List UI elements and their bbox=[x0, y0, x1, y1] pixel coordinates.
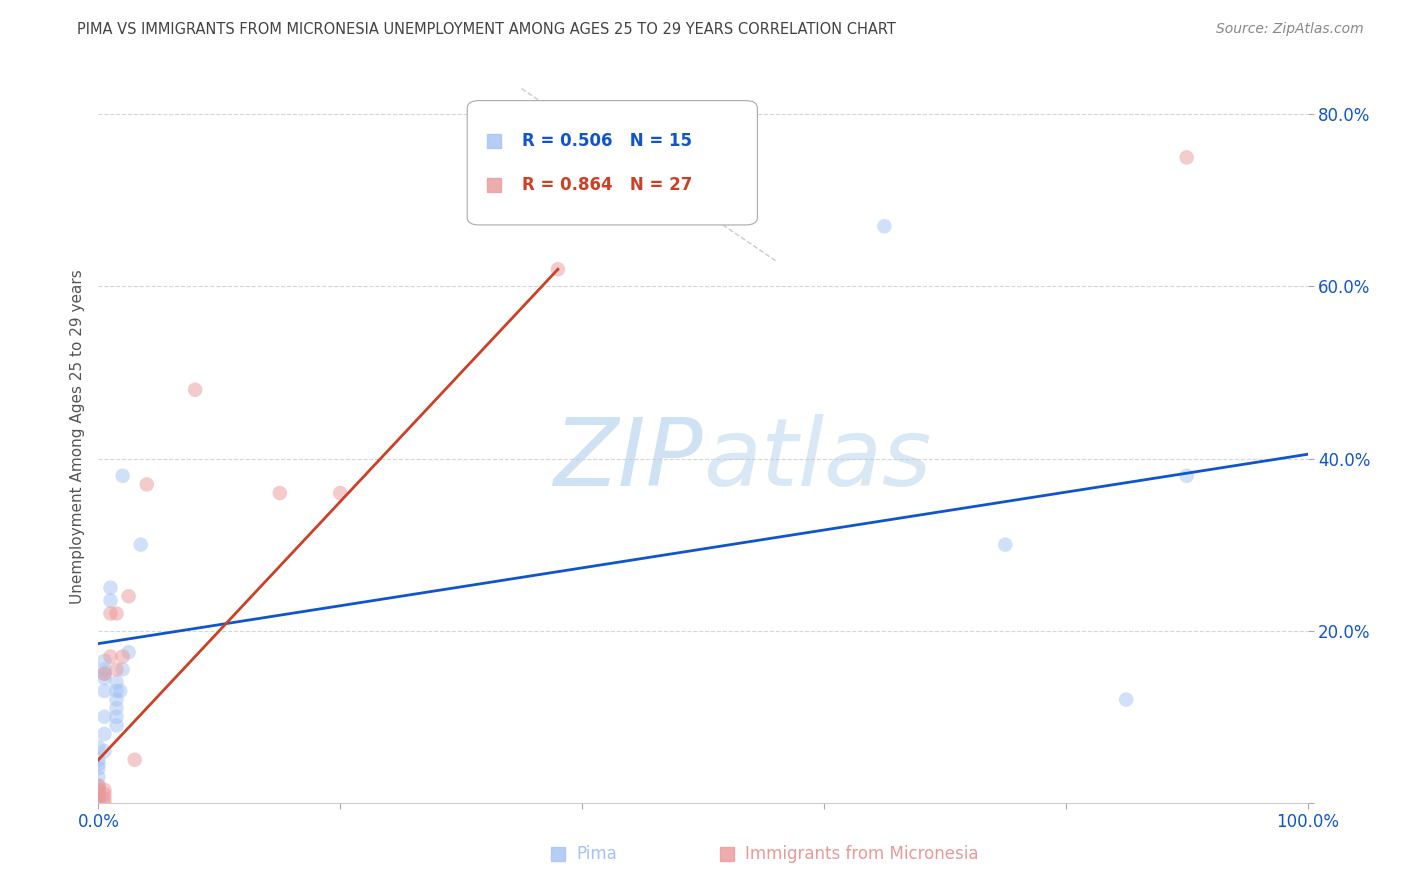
Point bbox=[547, 262, 569, 277]
Text: Pima: Pima bbox=[576, 845, 617, 863]
Point bbox=[93, 662, 115, 676]
Point bbox=[93, 671, 115, 685]
Point bbox=[108, 684, 131, 698]
Point bbox=[93, 710, 115, 724]
Point bbox=[329, 486, 352, 500]
Point bbox=[105, 692, 128, 706]
Text: R = 0.864   N = 27: R = 0.864 N = 27 bbox=[522, 176, 692, 194]
Point bbox=[93, 666, 115, 681]
Point bbox=[118, 589, 141, 603]
Point bbox=[184, 383, 207, 397]
Point bbox=[105, 607, 128, 621]
Point bbox=[111, 649, 134, 664]
Point bbox=[93, 787, 115, 801]
Point bbox=[111, 468, 134, 483]
Point bbox=[105, 701, 128, 715]
Point bbox=[111, 662, 134, 676]
Point bbox=[118, 645, 141, 659]
Text: atlas: atlas bbox=[703, 414, 931, 505]
Point bbox=[1175, 468, 1198, 483]
Point bbox=[93, 791, 115, 805]
Point bbox=[87, 757, 110, 772]
Point bbox=[87, 779, 110, 793]
Point bbox=[87, 787, 110, 801]
Point bbox=[87, 783, 110, 797]
Point bbox=[93, 744, 115, 758]
Point bbox=[105, 710, 128, 724]
Point bbox=[1115, 692, 1137, 706]
Point bbox=[100, 607, 122, 621]
Point bbox=[93, 783, 115, 797]
Text: PIMA VS IMMIGRANTS FROM MICRONESIA UNEMPLOYMENT AMONG AGES 25 TO 29 YEARS CORREL: PIMA VS IMMIGRANTS FROM MICRONESIA UNEMP… bbox=[77, 22, 896, 37]
Point bbox=[873, 219, 896, 234]
Point bbox=[105, 675, 128, 690]
Point bbox=[93, 796, 115, 810]
Point bbox=[93, 684, 115, 698]
Point bbox=[105, 662, 128, 676]
FancyBboxPatch shape bbox=[467, 101, 758, 225]
Point bbox=[994, 538, 1017, 552]
Text: ZIP: ZIP bbox=[554, 414, 703, 505]
Point bbox=[87, 761, 110, 775]
Point bbox=[93, 666, 115, 681]
Point bbox=[129, 538, 152, 552]
Point bbox=[87, 739, 110, 754]
Point bbox=[100, 581, 122, 595]
Point bbox=[87, 783, 110, 797]
Text: Source: ZipAtlas.com: Source: ZipAtlas.com bbox=[1216, 22, 1364, 37]
Text: R = 0.506   N = 15: R = 0.506 N = 15 bbox=[522, 132, 692, 150]
Point bbox=[269, 486, 291, 500]
Text: Immigrants from Micronesia: Immigrants from Micronesia bbox=[745, 845, 979, 863]
Point bbox=[135, 477, 157, 491]
Point bbox=[1175, 150, 1198, 164]
Point bbox=[87, 770, 110, 784]
Point bbox=[87, 796, 110, 810]
Y-axis label: Unemployment Among Ages 25 to 29 years: Unemployment Among Ages 25 to 29 years bbox=[69, 269, 84, 605]
Point bbox=[87, 779, 110, 793]
Point bbox=[93, 727, 115, 741]
Point bbox=[105, 718, 128, 732]
Point bbox=[105, 684, 128, 698]
Point bbox=[100, 593, 122, 607]
Point bbox=[124, 753, 146, 767]
Point bbox=[87, 753, 110, 767]
Point bbox=[93, 654, 115, 668]
Point bbox=[100, 649, 122, 664]
Point bbox=[87, 791, 110, 805]
